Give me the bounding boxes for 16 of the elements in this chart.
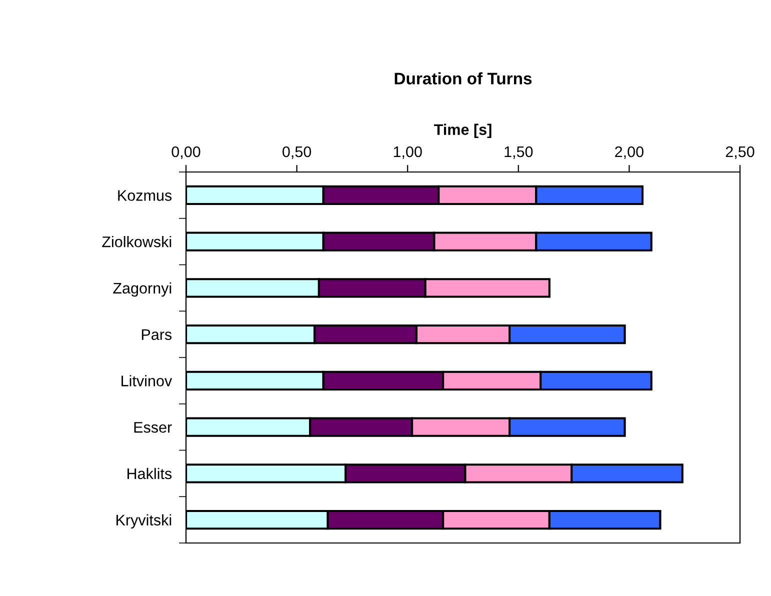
y-tick-label: Pars: [142, 329, 172, 340]
x-tick-label: 1,50: [504, 146, 533, 159]
x-tick-label: 0,00: [172, 146, 200, 159]
x-tick-label: 0,50: [282, 146, 312, 159]
x-tick-label: 2,00: [615, 146, 644, 159]
y-tick-label: Ziolkowski: [102, 236, 172, 248]
y-tick-label: Litvinov: [122, 375, 172, 386]
y-tick-label: Kryvitski: [116, 514, 172, 529]
y-tick-label: Esser: [134, 422, 172, 433]
chart-title: Duration of Turns: [394, 72, 532, 84]
y-tick-label: Kozmus: [118, 190, 172, 201]
x-axis-title: Time [s]: [434, 124, 492, 138]
y-tick-label: Zagornyi: [113, 282, 172, 297]
x-tick-label: 2,50: [726, 146, 754, 159]
y-tick-label: Haklits: [128, 468, 172, 480]
x-tick-label: 1,00: [394, 146, 422, 159]
